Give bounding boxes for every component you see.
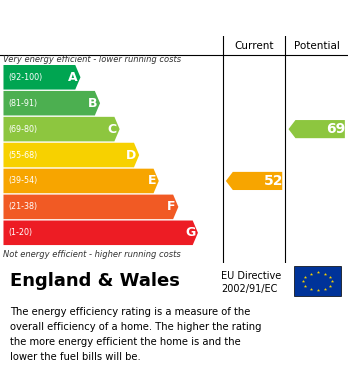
Polygon shape [3,195,179,219]
Text: EU Directive: EU Directive [221,271,281,281]
Text: A: A [68,71,78,84]
Text: (55-68): (55-68) [9,151,38,160]
Text: (1-20): (1-20) [9,228,33,237]
Polygon shape [226,172,282,190]
Text: (21-38): (21-38) [9,203,38,212]
Text: (81-91): (81-91) [9,99,38,108]
Text: G: G [185,226,195,239]
Text: Very energy efficient - lower running costs: Very energy efficient - lower running co… [3,55,182,64]
Bar [294,267,341,296]
Text: England & Wales: England & Wales [10,272,180,291]
Text: The energy efficiency rating is a measure of the
overall efficiency of a home. T: The energy efficiency rating is a measur… [10,307,262,362]
Text: Current: Current [234,41,274,50]
Text: 2002/91/EC: 2002/91/EC [221,284,277,294]
Text: Not energy efficient - higher running costs: Not energy efficient - higher running co… [3,249,181,258]
Polygon shape [288,120,345,138]
Polygon shape [3,65,80,90]
Polygon shape [3,117,120,142]
Text: Energy Efficiency Rating: Energy Efficiency Rating [10,11,220,25]
Text: (69-80): (69-80) [9,125,38,134]
Text: (39-54): (39-54) [9,176,38,185]
Text: (92-100): (92-100) [9,73,43,82]
Text: B: B [88,97,97,110]
Text: E: E [148,174,156,187]
Text: 52: 52 [264,174,283,188]
Polygon shape [3,169,159,193]
Text: F: F [167,200,176,213]
Polygon shape [3,143,139,167]
Text: 69: 69 [326,122,346,136]
Text: D: D [126,149,136,161]
Text: Potential: Potential [294,41,340,50]
Polygon shape [3,221,198,245]
Text: C: C [108,123,117,136]
Polygon shape [3,91,100,115]
